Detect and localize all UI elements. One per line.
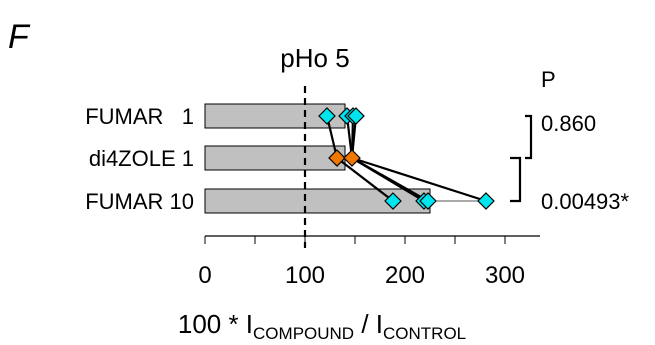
pair-line <box>351 157 429 202</box>
x-label-prefix: 100 * I <box>178 309 253 339</box>
data-point <box>347 107 365 125</box>
category-labels: FUMAR 1 di4ZOLE 1 FUMAR 10 <box>85 104 194 214</box>
category-label: di4ZOLE 1 <box>89 146 194 171</box>
x-label-mid: / I <box>354 309 383 339</box>
p-value: 0.860 <box>541 111 596 136</box>
p-value: 0.00493* <box>541 189 630 214</box>
panel-label: F <box>8 18 31 56</box>
data-point <box>318 107 336 125</box>
pair-line <box>336 157 394 202</box>
p-header: P <box>541 67 556 92</box>
pair-line <box>351 156 487 203</box>
data-point <box>419 192 437 210</box>
category-label: FUMAR 1 <box>85 104 194 129</box>
points-layer <box>318 107 495 210</box>
stats-layer: 0.860 0.00493* <box>510 111 630 214</box>
x-label-sub-control: CONTROL <box>383 324 466 343</box>
x-label-sub-compound: COMPOUND <box>253 324 354 343</box>
data-point <box>384 192 402 210</box>
x-tick-label: 300 <box>485 262 525 289</box>
x-tick-label: 200 <box>385 262 425 289</box>
x-tick-label: 100 <box>285 262 325 289</box>
x-axis-label: 100 * ICOMPOUND / ICONTROL <box>178 309 466 343</box>
data-point <box>343 149 361 167</box>
significance-bracket <box>525 114 533 160</box>
x-tick-label: 0 <box>198 262 211 289</box>
data-point <box>328 149 346 167</box>
x-axis: 0 100 200 300 <box>198 235 540 289</box>
significance-bracket <box>510 156 522 203</box>
data-point <box>477 192 495 210</box>
category-label: FUMAR 10 <box>85 189 194 214</box>
bar <box>204 145 346 171</box>
chart-title: pHo 5 <box>280 43 349 73</box>
